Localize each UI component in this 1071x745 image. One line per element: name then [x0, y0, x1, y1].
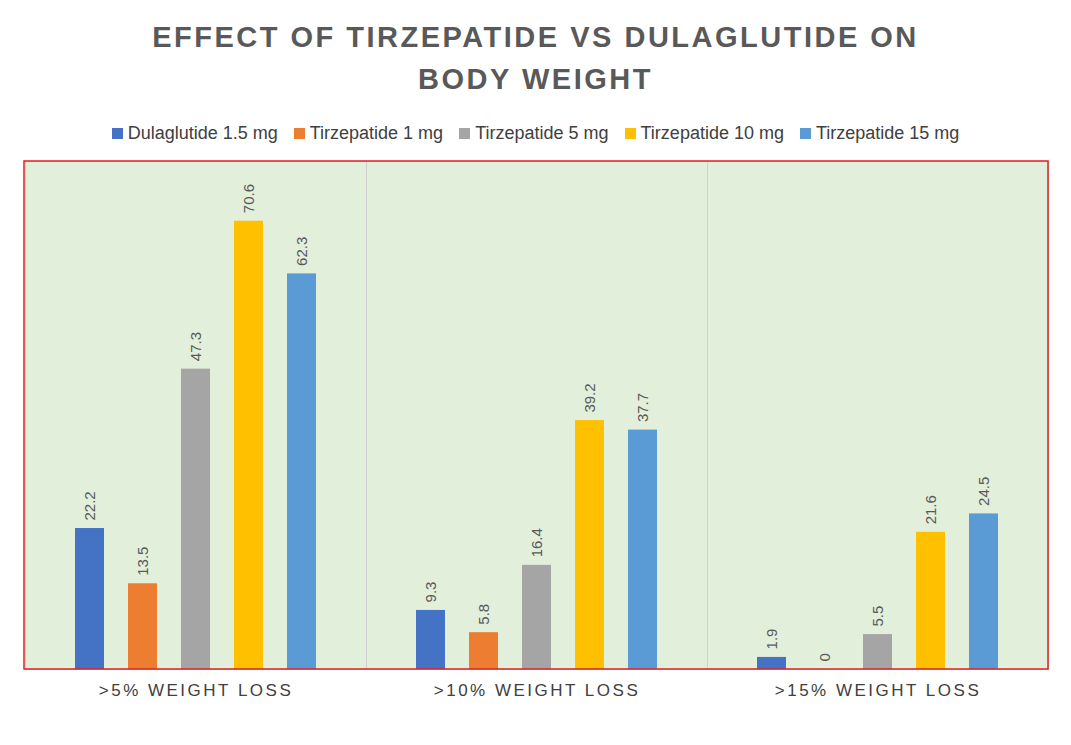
svg-text:13.5: 13.5 [134, 547, 151, 576]
svg-text:62.3: 62.3 [293, 237, 310, 266]
html-text:Tirzepatide 10 mg: Tirzepatide 10 mg [640, 122, 784, 143]
svg-text:1.9: 1.9 [763, 629, 780, 650]
svg-text:>15% WEIGHT LOSS: >15% WEIGHT LOSS [775, 681, 981, 700]
svg-text:0: 0 [816, 653, 833, 661]
html-text:Tirzepatide 15 mg: Tirzepatide 15 mg [816, 122, 960, 143]
svg-text:>10% WEIGHT LOSS: >10% WEIGHT LOSS [434, 681, 640, 700]
html-text:Tirzepatide 1 mg: Tirzepatide 1 mg [309, 122, 444, 143]
svg-text:47.3: 47.3 [187, 332, 204, 361]
svg-text:39.2: 39.2 [581, 383, 598, 412]
svg-text:9.3: 9.3 [422, 582, 439, 603]
svg-text:5.5: 5.5 [869, 606, 886, 627]
html-text:EFFECT OF TIRZEPATIDE VS DULAG: EFFECT OF TIRZEPATIDE VS DULAGLUTIDE ON … [152, 21, 919, 95]
svg-text:37.7: 37.7 [634, 393, 651, 422]
svg-text:24.5: 24.5 [975, 477, 992, 506]
svg-text:5.8: 5.8 [475, 604, 492, 625]
html-text:Dulaglutide 1.5 mg: Dulaglutide 1.5 mg [127, 122, 278, 143]
svg-text:16.4: 16.4 [528, 528, 545, 557]
svg-text:>5% WEIGHT LOSS: >5% WEIGHT LOSS [99, 681, 293, 700]
svg-text:21.6: 21.6 [922, 495, 939, 524]
html-text:Tirzepatide 5 mg: Tirzepatide 5 mg [475, 122, 609, 143]
svg-text:22.2: 22.2 [81, 491, 98, 520]
svg-text:70.6: 70.6 [240, 184, 257, 213]
